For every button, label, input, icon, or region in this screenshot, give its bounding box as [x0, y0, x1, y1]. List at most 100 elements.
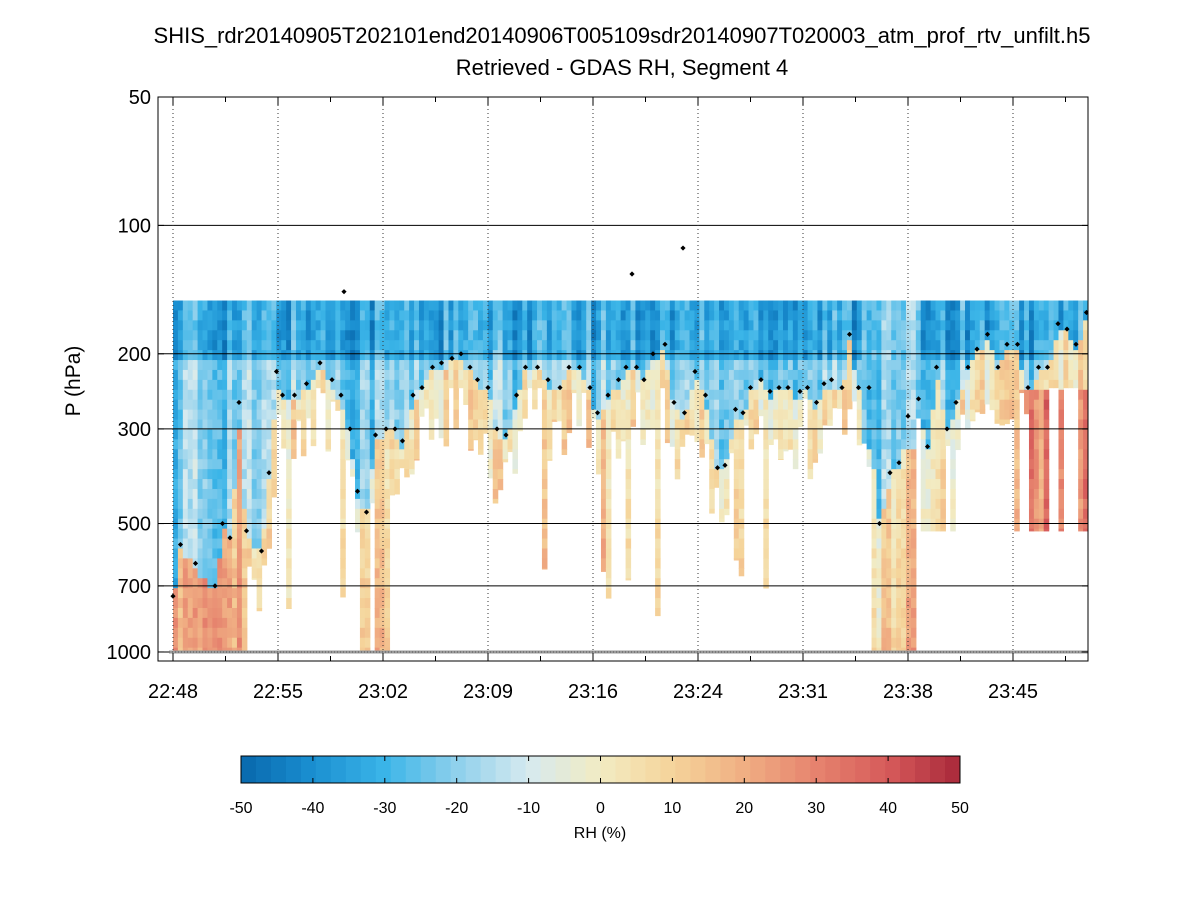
rh-cell	[478, 320, 484, 331]
rh-cell	[492, 330, 499, 341]
rh-cell	[286, 548, 292, 559]
rh-cell	[1019, 369, 1025, 381]
rh-cell	[355, 479, 361, 490]
rh-cell	[182, 379, 189, 391]
rh-cell	[787, 389, 794, 401]
rh-cell	[207, 310, 213, 321]
rh-cell	[881, 558, 887, 569]
rh-cell	[974, 320, 981, 331]
rh-cell	[502, 330, 509, 341]
rh-cell	[605, 528, 612, 540]
rh-cell	[797, 379, 804, 391]
tropopause-point	[279, 392, 286, 398]
rh-cell	[532, 310, 538, 321]
rh-cell	[192, 310, 199, 321]
rh-cell	[350, 399, 356, 411]
rh-cell	[650, 300, 656, 312]
rh-cell	[379, 617, 386, 629]
rh-cell	[910, 588, 917, 599]
rh-cell	[615, 409, 622, 421]
rh-cell	[177, 379, 184, 391]
rh-cell	[1053, 369, 1060, 381]
rh-cell	[645, 330, 651, 341]
rh-cell	[910, 488, 917, 500]
rh-cell	[901, 647, 907, 653]
rh-cell	[901, 479, 907, 490]
rh-cell	[886, 498, 892, 510]
rh-cell	[241, 588, 248, 599]
rh-cell	[674, 419, 681, 431]
rh-cell	[340, 439, 346, 450]
rh-cell	[645, 369, 651, 381]
rh-cell	[355, 439, 361, 450]
rh-cell	[733, 399, 740, 411]
rh-cell	[512, 459, 518, 470]
rh-cell	[896, 558, 902, 569]
rh-cell	[1014, 389, 1020, 401]
rh-cell	[620, 330, 627, 341]
rh-cell	[251, 340, 258, 351]
rh-cell	[532, 389, 538, 401]
rh-cell	[950, 449, 956, 460]
rh-cell	[256, 310, 263, 321]
rh-cell	[625, 568, 632, 579]
rh-cell	[448, 340, 454, 351]
rh-cell	[896, 627, 902, 639]
rh-cell	[886, 330, 892, 341]
rh-cell	[605, 340, 612, 351]
rh-cell	[723, 429, 730, 440]
rh-cell	[719, 379, 725, 391]
rh-cell	[374, 469, 381, 480]
rh-cell	[886, 617, 892, 629]
rh-cell	[517, 340, 523, 351]
rh-cell	[340, 568, 346, 579]
chart-title: SHIS_rdr20140905T202101end20140906T00510…	[154, 23, 1091, 48]
rh-cell	[851, 379, 858, 391]
tropopause-point	[587, 384, 593, 391]
rh-cell	[778, 429, 784, 440]
rh-cell	[325, 379, 332, 391]
rh-cell	[969, 320, 976, 331]
rh-cell	[783, 350, 789, 361]
rh-cell	[261, 449, 268, 460]
rh-cell	[364, 300, 371, 312]
rh-cell	[930, 320, 937, 331]
rh-cell	[1038, 508, 1045, 520]
rh-cell	[374, 588, 381, 599]
rh-cell	[207, 578, 213, 589]
rh-cell	[645, 419, 651, 430]
rh-cell	[699, 300, 705, 312]
rh-cell	[950, 479, 956, 490]
rh-cell	[541, 528, 548, 540]
rh-cell	[207, 647, 213, 653]
rh-cell	[1024, 369, 1030, 381]
rh-cell	[305, 350, 312, 361]
rh-cell	[271, 350, 277, 361]
rh-cell	[286, 360, 292, 371]
rh-cell	[728, 419, 735, 431]
rh-cell	[940, 379, 946, 391]
rh-cell	[596, 360, 602, 371]
rh-cell	[861, 419, 868, 431]
rh-cell	[1058, 479, 1064, 490]
rh-cell	[1048, 300, 1055, 312]
rh-cell	[222, 548, 228, 559]
rh-cell	[1004, 300, 1010, 312]
rh-cell	[217, 340, 223, 351]
tropopause-point	[1004, 341, 1010, 347]
rh-cell	[399, 419, 405, 431]
rh-cell	[232, 340, 238, 351]
rh-cell	[182, 568, 189, 579]
rh-cell	[384, 588, 391, 599]
rh-cell	[207, 379, 213, 391]
rh-cell	[212, 350, 218, 361]
rh-cell	[861, 379, 868, 391]
tropopause-point	[522, 364, 529, 370]
rh-cell	[497, 449, 504, 460]
rh-cell	[694, 399, 700, 411]
rh-cell	[694, 389, 700, 401]
rh-cell	[315, 369, 322, 381]
rh-cell	[433, 350, 440, 361]
rh-cell	[345, 350, 351, 361]
rh-cell	[768, 379, 774, 391]
